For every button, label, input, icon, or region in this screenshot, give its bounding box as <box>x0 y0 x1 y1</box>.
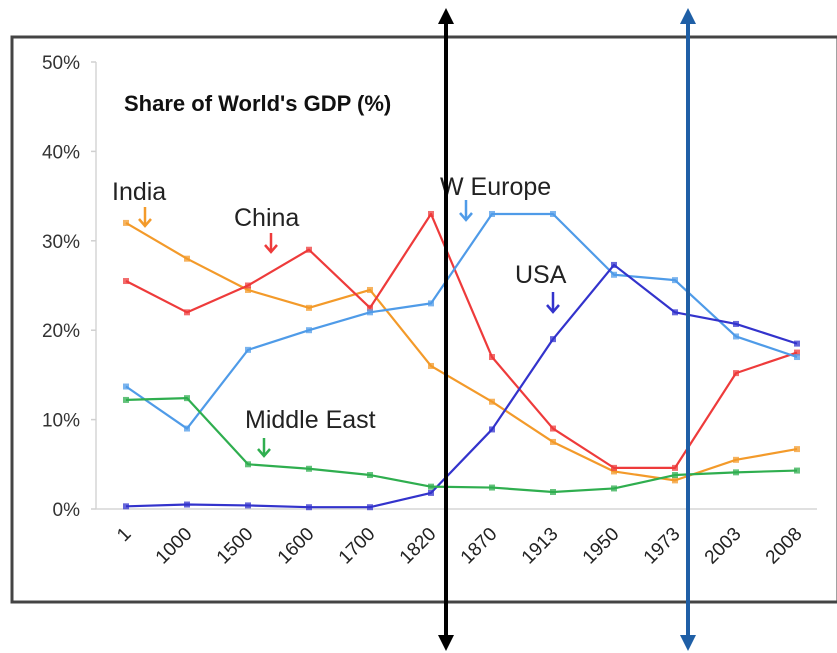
data-point <box>550 425 556 432</box>
series-label-w-europe: W Europe <box>440 173 551 201</box>
chart-frame <box>10 35 837 604</box>
data-point <box>245 346 251 353</box>
data-point <box>367 304 373 311</box>
chart-title: Share of World's GDP (%) <box>124 91 391 116</box>
data-point <box>611 468 617 475</box>
data-point <box>489 484 495 491</box>
label-pointer-middle-east <box>257 438 271 458</box>
y-axis: 0% 10% 20% 30% 40% 50% <box>42 53 97 521</box>
data-point <box>123 396 129 403</box>
data-point <box>611 271 617 278</box>
data-point <box>428 300 434 307</box>
data-point <box>245 282 251 289</box>
y-tick-label: 50% <box>42 53 80 74</box>
data-point <box>550 489 556 496</box>
data-point <box>428 489 434 496</box>
data-point <box>672 464 678 471</box>
data-point <box>794 467 800 474</box>
data-point <box>306 504 312 511</box>
data-point <box>245 502 251 509</box>
data-point <box>184 425 190 432</box>
series-label-india: India <box>112 178 166 206</box>
data-point <box>428 362 434 369</box>
data-point <box>794 349 800 356</box>
data-point <box>672 477 678 484</box>
data-point <box>123 219 129 226</box>
data-point <box>367 472 373 479</box>
data-point <box>550 438 556 445</box>
data-point <box>428 483 434 490</box>
y-tick-label: 30% <box>42 232 80 253</box>
y-tick-label: 0% <box>53 500 81 521</box>
data-point <box>550 210 556 217</box>
data-point <box>672 309 678 316</box>
data-point <box>672 277 678 284</box>
data-point <box>733 469 739 476</box>
data-point <box>733 370 739 377</box>
data-point <box>123 278 129 285</box>
data-point <box>123 383 129 390</box>
data-point <box>184 309 190 316</box>
data-point <box>184 501 190 508</box>
label-pointer-w-europe <box>459 200 473 222</box>
data-point <box>306 327 312 334</box>
data-point <box>733 320 739 327</box>
data-point <box>550 336 556 343</box>
data-point <box>367 504 373 511</box>
data-point <box>245 461 251 468</box>
series-label-usa: USA <box>515 261 567 289</box>
data-point <box>794 354 800 361</box>
data-point <box>367 309 373 316</box>
data-point <box>733 456 739 463</box>
data-point <box>489 354 495 361</box>
label-pointers <box>138 200 560 458</box>
data-point <box>611 485 617 492</box>
data-point <box>306 246 312 253</box>
label-pointer-china <box>264 233 278 254</box>
y-tick-label: 10% <box>42 411 80 432</box>
data-point <box>672 472 678 479</box>
data-point <box>794 446 800 453</box>
data-point <box>367 286 373 293</box>
data-point <box>489 426 495 433</box>
data-point <box>611 261 617 268</box>
series-labels: India China W Europe USA Middle East <box>112 173 567 434</box>
label-pointer-india <box>138 207 152 228</box>
data-point <box>794 340 800 347</box>
data-point <box>184 395 190 402</box>
data-point <box>428 210 434 217</box>
data-point <box>306 465 312 472</box>
data-point <box>306 304 312 311</box>
y-tick-label: 40% <box>42 142 80 163</box>
data-point <box>184 255 190 262</box>
y-tick-label: 20% <box>42 321 80 342</box>
data-point <box>245 286 251 293</box>
data-point <box>611 464 617 471</box>
series-label-china: China <box>234 204 299 232</box>
series-label-middle-east: Middle East <box>245 406 376 434</box>
vertical-markers <box>438 8 696 651</box>
data-point <box>489 398 495 405</box>
data-point <box>489 210 495 217</box>
label-pointer-usa <box>546 292 560 314</box>
data-point <box>733 333 739 340</box>
data-point <box>123 503 129 510</box>
